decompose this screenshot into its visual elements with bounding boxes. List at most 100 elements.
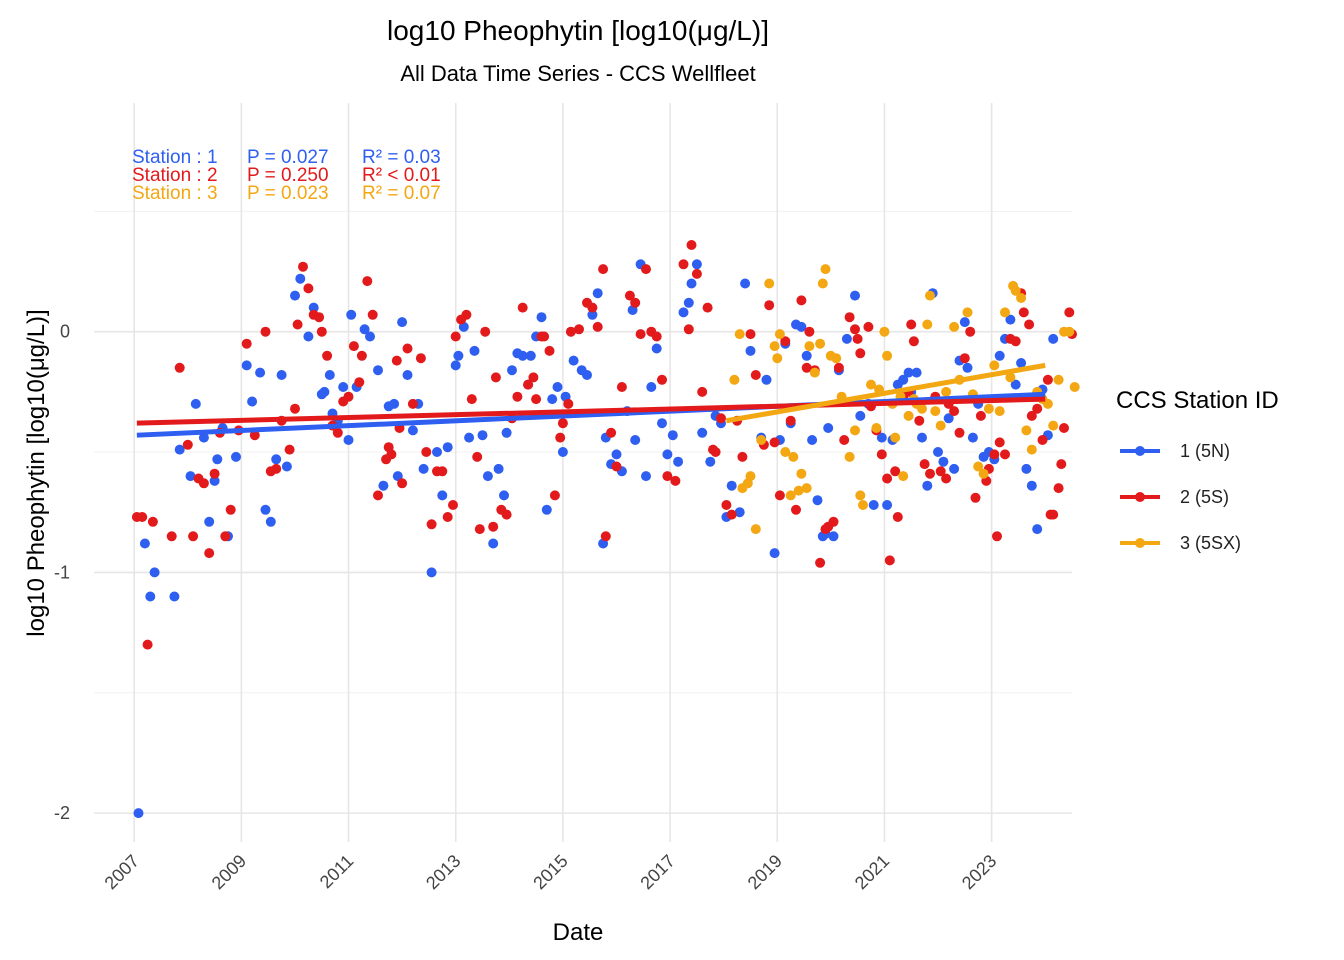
data-point-station-2	[142, 639, 153, 650]
data-point-station-1	[392, 471, 403, 482]
data-point-station-3	[1064, 326, 1075, 337]
data-point-station-1	[265, 516, 276, 527]
legend-key-dot	[1135, 538, 1145, 548]
data-point-station-2	[882, 473, 893, 484]
data-point-station-2	[421, 447, 432, 457]
x-tick-label: 2021	[851, 851, 893, 893]
data-point-station-2	[474, 524, 485, 535]
y-tick-label: 0	[60, 322, 70, 342]
data-point-station-3	[890, 432, 901, 443]
data-point-station-1	[582, 370, 592, 380]
data-point-station-1	[967, 432, 978, 443]
data-point-station-3	[994, 406, 1005, 417]
data-point-station-2	[925, 468, 935, 479]
data-point-station-1	[807, 435, 818, 445]
legend: CCS Station ID 1 (5N) 2 (5S) 3 (5SX)	[1116, 387, 1279, 553]
x-tick-label: 2011	[316, 851, 358, 893]
data-point-station-2	[737, 451, 748, 462]
data-point-station-2	[407, 398, 418, 409]
data-point-station-1	[373, 365, 383, 376]
data-point-station-1	[450, 360, 461, 371]
data-point-station-2	[1010, 336, 1021, 347]
data-point-station-2	[1024, 319, 1035, 330]
data-point-station-2	[555, 432, 566, 443]
data-point-station-2	[884, 555, 895, 566]
data-point-station-2	[386, 449, 397, 460]
data-point-station-2	[935, 466, 946, 477]
data-point-station-2	[271, 463, 282, 474]
data-point-station-3	[1010, 285, 1021, 296]
data-point-station-1	[657, 418, 667, 429]
data-point-station-2	[954, 427, 965, 438]
data-point-station-2	[466, 394, 477, 405]
data-point-station-3	[745, 471, 756, 482]
data-point-station-2	[855, 348, 866, 359]
stats-row: Station : 1 P = 0.027 R² = 0.03	[132, 147, 441, 168]
data-point-station-2	[356, 350, 367, 361]
data-point-station-2	[531, 394, 542, 405]
legend-label: 1 (5N)	[1180, 441, 1230, 461]
data-point-station-2	[373, 490, 383, 501]
data-point-station-2	[892, 512, 903, 522]
data-point-station-1	[841, 333, 852, 344]
data-point-station-2	[501, 509, 512, 520]
data-point-station-2	[188, 531, 199, 542]
data-point-station-1	[190, 398, 201, 409]
data-point-station-2	[611, 461, 622, 472]
data-point-station-2	[774, 490, 785, 501]
data-point-station-3	[898, 471, 909, 482]
data-point-station-3	[989, 360, 1000, 371]
data-point-station-2	[662, 471, 673, 482]
x-tick-label: 2015	[529, 851, 571, 893]
data-point-station-2	[850, 324, 860, 335]
data-point-station-1	[1048, 333, 1059, 344]
data-point-station-1	[453, 350, 464, 361]
data-point-station-3	[973, 461, 984, 472]
data-point-station-2	[764, 300, 775, 311]
data-point-station-2	[332, 427, 343, 438]
data-point-station-1	[882, 500, 893, 510]
trend-line-station-3	[725, 362, 1046, 424]
data-point-station-1	[828, 531, 839, 542]
data-point-station-1	[389, 398, 400, 409]
data-point-station-3	[850, 425, 860, 436]
data-point-station-3	[858, 500, 868, 510]
data-point-station-3	[769, 341, 780, 352]
data-point-station-2	[965, 326, 976, 337]
data-point-station-3	[879, 326, 890, 337]
data-point-station-2	[316, 326, 327, 337]
data-point-station-3	[796, 468, 807, 479]
x-tick-label: 2023	[958, 851, 1000, 893]
data-point-station-1	[290, 290, 300, 301]
data-point-station-2	[686, 240, 697, 250]
data-point-station-2	[600, 531, 611, 542]
data-point-station-2	[565, 326, 576, 337]
data-point-station-2	[461, 309, 472, 320]
data-point-station-3	[882, 350, 893, 361]
data-point-station-2	[989, 449, 1000, 460]
data-point-station-1	[823, 423, 834, 433]
data-point-station-1	[611, 449, 622, 460]
data-point-station-2	[801, 362, 812, 373]
data-point-station-2	[290, 403, 300, 414]
stats-p-value: P = 0.023	[247, 183, 329, 204]
data-point-station-1	[276, 370, 287, 380]
data-point-station-1	[198, 432, 209, 443]
data-point-station-1	[697, 427, 708, 438]
data-point-station-1	[271, 454, 282, 465]
legend-items: 1 (5N) 2 (5S) 3 (5SX)	[1120, 441, 1241, 553]
data-point-station-2	[147, 516, 158, 527]
legend-label: 3 (5SX)	[1180, 533, 1241, 553]
data-point-station-3	[1005, 372, 1016, 383]
data-point-station-1	[898, 374, 909, 385]
data-point-station-2	[975, 410, 986, 421]
data-point-station-2	[174, 362, 185, 373]
data-point-station-3	[844, 451, 855, 462]
data-point-station-1	[568, 355, 579, 366]
data-point-station-3	[1016, 293, 1027, 303]
data-point-station-1	[938, 456, 949, 467]
data-point-station-1	[397, 317, 408, 328]
data-point-station-2	[651, 331, 662, 342]
data-point-station-1	[1010, 379, 1021, 390]
